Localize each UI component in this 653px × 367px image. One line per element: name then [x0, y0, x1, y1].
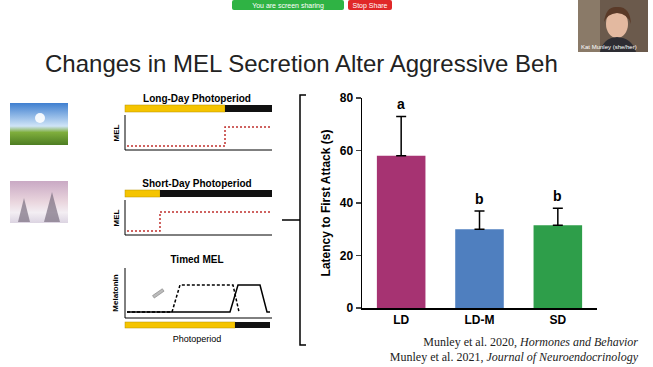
svg-text:Munley et al. 2020, Hormones a: Munley et al. 2020, Hormones and Behavio…: [423, 335, 638, 349]
svg-text:Melatonin: Melatonin: [111, 274, 120, 311]
svg-text:Kat Munley (she/her): Kat Munley (she/her): [581, 44, 637, 50]
svg-text:You are screen sharing: You are screen sharing: [252, 2, 324, 10]
svg-text:Long-Day Photoperiod: Long-Day Photoperiod: [143, 93, 251, 104]
svg-text:b: b: [475, 191, 484, 207]
svg-text:60: 60: [340, 144, 354, 158]
svg-text:Timed MEL: Timed MEL: [170, 254, 223, 265]
svg-text:Photoperiod: Photoperiod: [173, 334, 222, 344]
svg-text:MEL: MEL: [112, 124, 121, 141]
svg-text:40: 40: [340, 196, 354, 210]
svg-text:b: b: [553, 188, 562, 204]
svg-text:Latency to First Attack (s): Latency to First Attack (s): [319, 130, 333, 277]
svg-text:LD-M: LD-M: [465, 313, 495, 327]
svg-text:0: 0: [346, 301, 353, 315]
svg-text:20: 20: [340, 249, 354, 263]
svg-text:Stop Share: Stop Share: [352, 2, 387, 10]
svg-text:SD: SD: [549, 313, 566, 327]
svg-text:Munley et al. 2021, Journal of: Munley et al. 2021, Journal of Neuroendo…: [390, 350, 639, 364]
svg-text:MEL: MEL: [112, 209, 121, 226]
svg-text:LD: LD: [393, 313, 409, 327]
svg-text:Short-Day Photoperiod: Short-Day Photoperiod: [142, 178, 251, 189]
svg-text:Changes in MEL Secretion Alter: Changes in MEL Secretion Alter Aggressiv…: [45, 50, 558, 77]
svg-text:80: 80: [340, 91, 354, 105]
svg-text:a: a: [397, 96, 405, 112]
